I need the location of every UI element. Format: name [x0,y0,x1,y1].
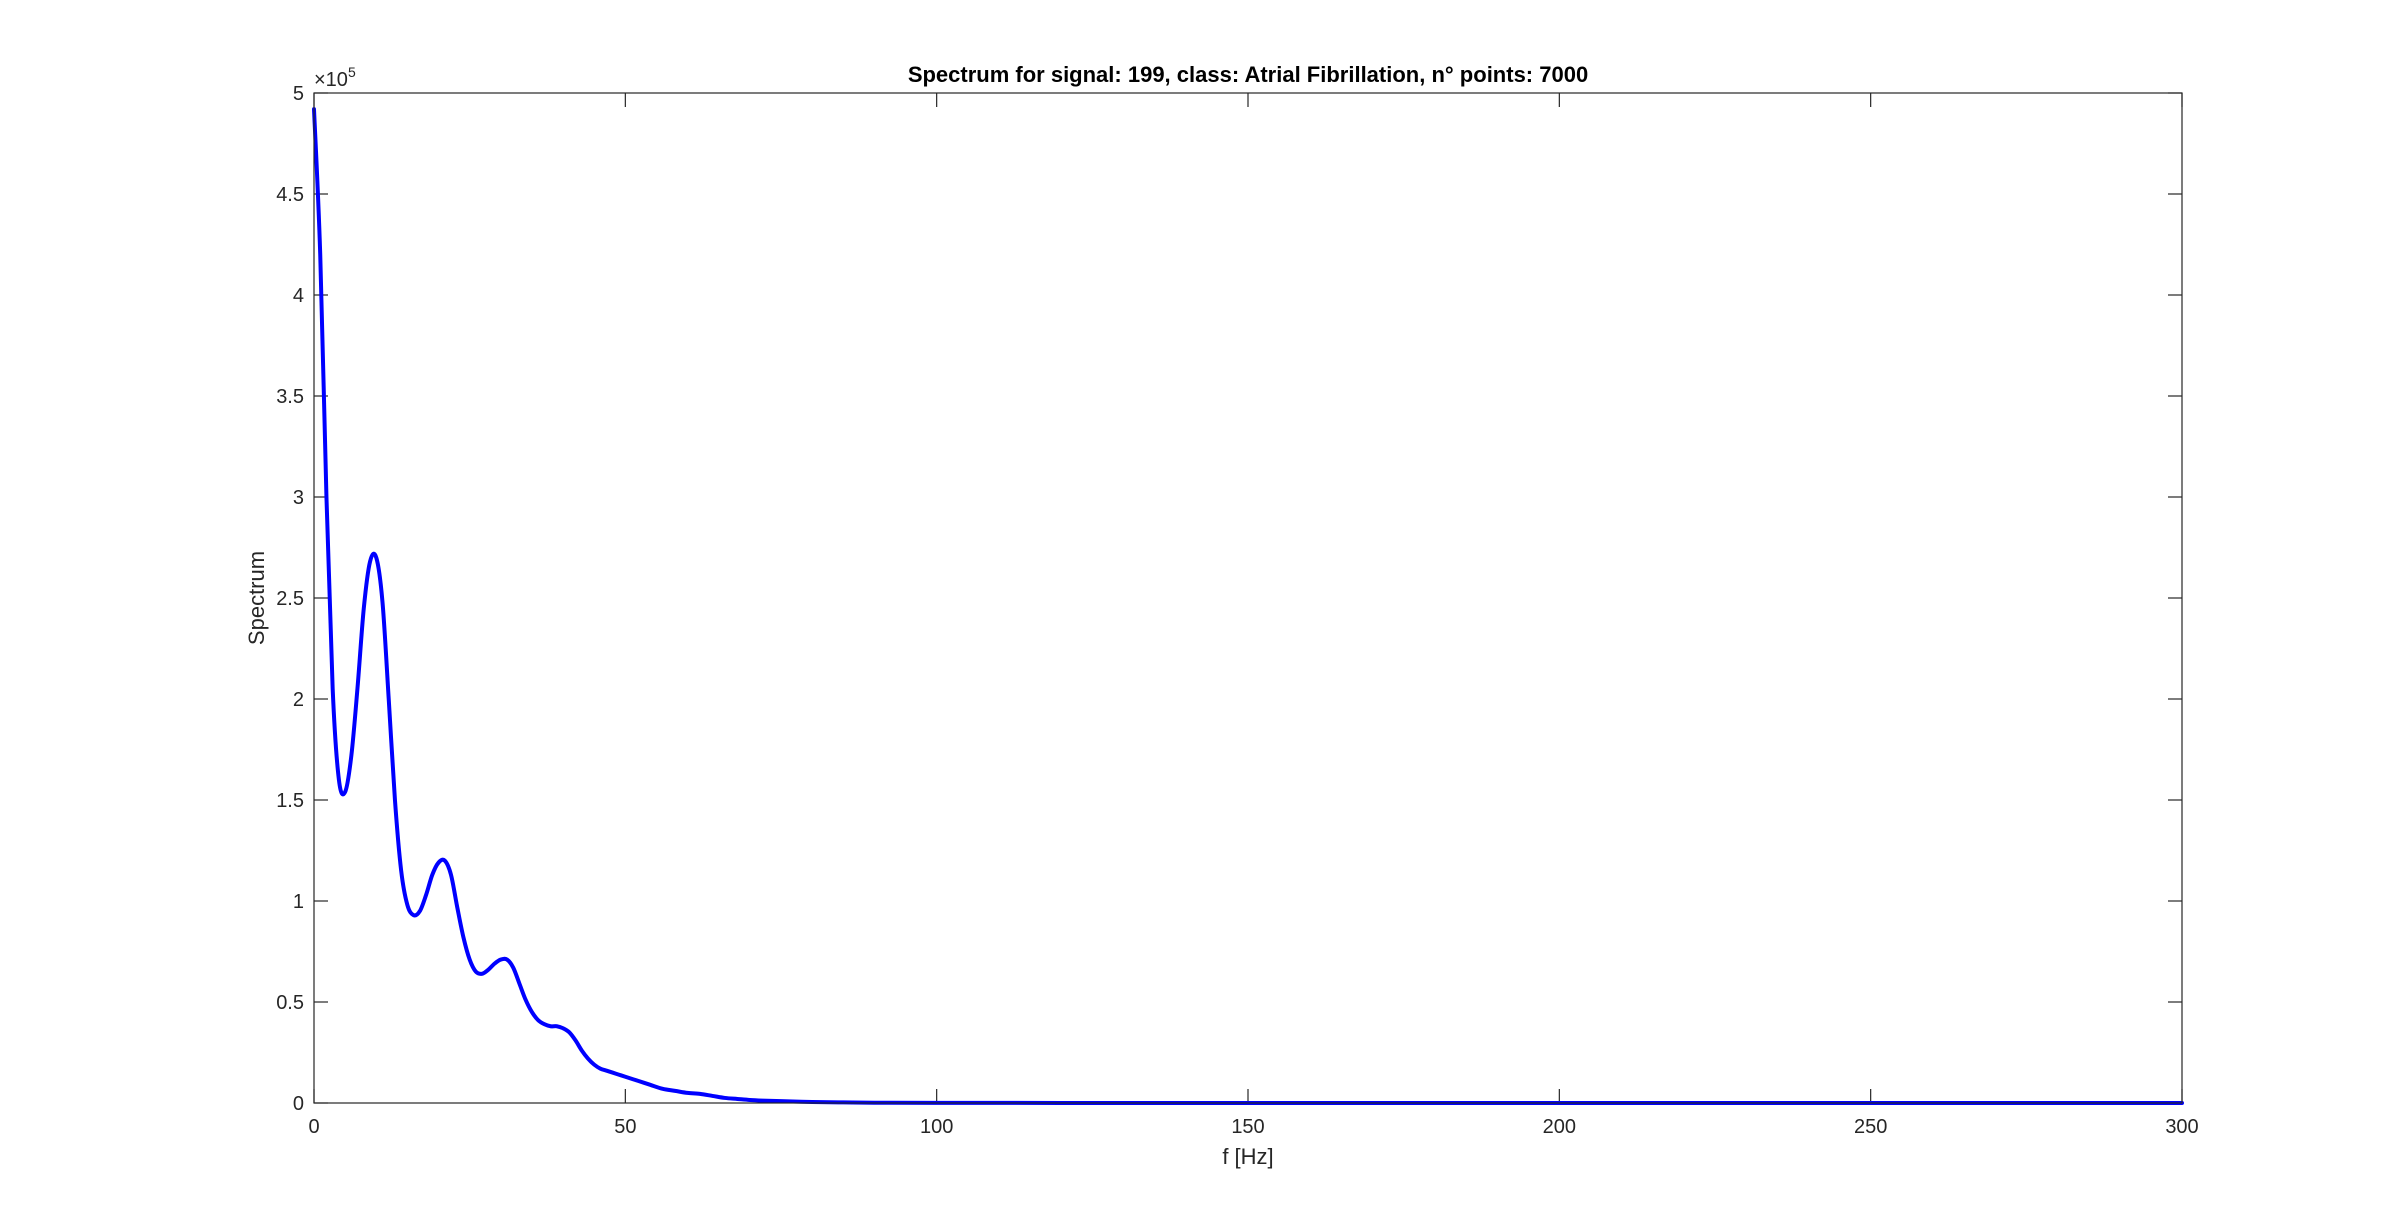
x-tick-label: 100 [920,1116,953,1138]
y-exponent-base: ×10 [314,69,348,91]
y-axis-ticks: 0 0.5 1 1.5 2 2.5 3 3.5 4 4.5 5 [276,83,2182,1115]
y-axis-label: Spectrum [244,551,269,645]
x-tick-label: 300 [2165,1116,2198,1138]
x-tick-label: 0 [308,1116,319,1138]
plot-area [314,93,2182,1103]
plot-frame [313,92,2183,1104]
y-tick-label: 3.5 [276,386,304,408]
chart-title: Spectrum for signal: 199, class: Atrial … [908,62,1588,87]
y-tick-label: 4 [293,285,304,307]
y-tick-label: 1 [293,891,304,913]
y-tick-label: 2 [293,689,304,711]
y-axis-exponent-label: ×105 [314,64,356,91]
series-line-spectrum [312,107,2184,1106]
y-tick-label: 0.5 [276,992,304,1014]
y-tick-label: 4.5 [276,184,304,206]
x-tick-label: 150 [1231,1116,1264,1138]
x-tick-label: 250 [1854,1116,1887,1138]
y-tick-label: 3 [293,487,304,509]
x-tick-label: 200 [1543,1116,1576,1138]
x-axis-label: f [Hz] [1222,1144,1273,1169]
y-tick-label: 1.5 [276,790,304,812]
y-tick-label: 2.5 [276,588,304,610]
x-tick-label: 50 [614,1116,636,1138]
y-tick-label: 0 [293,1093,304,1115]
y-exponent-power: 5 [348,64,356,80]
x-axis-ticks: 0 50 100 150 200 250 300 [308,93,2199,1138]
y-tick-label: 5 [293,83,304,105]
